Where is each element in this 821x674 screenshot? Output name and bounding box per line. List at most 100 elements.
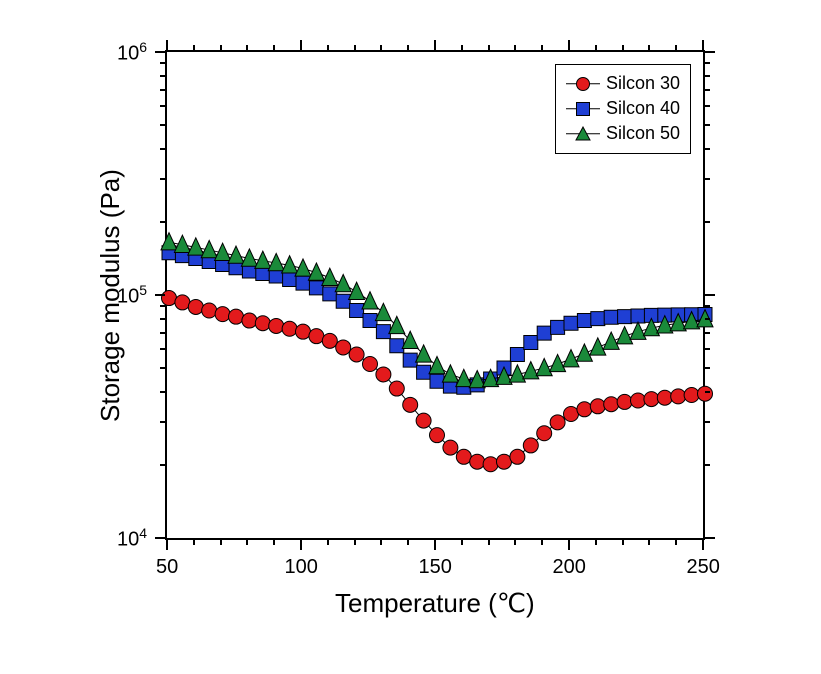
legend-swatch: [566, 102, 600, 116]
series-marker: [389, 316, 405, 333]
axis-tick: [160, 89, 165, 91]
series-marker: [417, 365, 431, 379]
legend-swatch: [566, 77, 600, 91]
axis-tick: [705, 391, 710, 393]
axis-tick: [160, 318, 165, 320]
axis-tick: [541, 45, 543, 50]
series-marker: [563, 350, 579, 367]
axis-tick: [705, 105, 710, 107]
axis-tick: [160, 348, 165, 350]
series-marker: [242, 313, 257, 328]
axis-tick: [220, 45, 222, 50]
series-marker: [175, 295, 190, 310]
series-marker: [698, 386, 713, 401]
axis-tick: [705, 148, 710, 150]
axis-tick: [705, 221, 710, 223]
series-marker: [524, 335, 538, 349]
series-marker: [309, 329, 324, 344]
series-marker: [657, 390, 672, 405]
axis-tick: [705, 178, 710, 180]
axis-tick: [160, 421, 165, 423]
axis-tick: [705, 537, 715, 539]
series-marker: [550, 415, 565, 430]
axis-tick: [461, 45, 463, 50]
axis-tick: [155, 51, 165, 53]
series-marker: [456, 369, 472, 386]
axis-tick: [675, 45, 677, 50]
series-marker: [483, 457, 498, 472]
plot-area: Silcon 30Silcon 40Silcon 50: [165, 50, 705, 540]
series-marker: [630, 322, 646, 339]
series-marker: [617, 327, 633, 344]
series-marker: [510, 449, 525, 464]
axis-tick: [541, 540, 543, 545]
series-marker: [591, 312, 605, 326]
tick-label: 105: [117, 282, 147, 309]
circle-icon: [575, 76, 591, 92]
series-marker: [390, 339, 404, 353]
legend: Silcon 30Silcon 40Silcon 50: [555, 64, 691, 154]
series-marker: [362, 292, 378, 309]
axis-tick: [488, 540, 490, 545]
axis-tick: [407, 540, 409, 545]
axis-tick: [160, 62, 165, 64]
legend-label: Silcon 30: [606, 71, 680, 96]
axis-tick: [434, 540, 436, 550]
series-marker: [551, 320, 565, 334]
series-marker: [283, 273, 297, 287]
axis-tick: [705, 294, 715, 296]
series-marker: [684, 388, 699, 403]
axis-tick: [514, 45, 516, 50]
series-marker: [604, 310, 618, 324]
axis-tick: [160, 367, 165, 369]
series-marker: [537, 426, 552, 441]
series-marker: [375, 303, 391, 320]
series-marker: [215, 307, 230, 322]
series-marker: [577, 402, 592, 417]
axis-tick: [155, 294, 165, 296]
axis-tick: [648, 45, 650, 50]
triangle-icon: [575, 126, 591, 142]
axis-tick: [568, 540, 570, 550]
series-marker: [523, 438, 538, 453]
axis-tick: [327, 540, 329, 545]
tick-label: 150: [419, 556, 452, 579]
series-marker: [576, 344, 592, 361]
axis-tick: [160, 105, 165, 107]
series-marker: [644, 392, 659, 407]
series-marker: [162, 291, 177, 306]
series-marker: [590, 338, 606, 355]
axis-tick: [327, 45, 329, 50]
series-marker: [537, 326, 551, 340]
tick-label: 200: [553, 556, 586, 579]
series-marker: [631, 393, 646, 408]
axis-tick: [705, 62, 710, 64]
series-marker: [510, 347, 524, 361]
series-marker: [550, 354, 566, 371]
series-marker: [564, 316, 578, 330]
axis-tick: [273, 540, 275, 545]
axis-tick: [160, 221, 165, 223]
axis-tick: [705, 305, 710, 307]
axis-tick: [568, 40, 570, 50]
series-marker: [456, 449, 471, 464]
axis-tick: [705, 332, 710, 334]
tick-label: 100: [285, 556, 318, 579]
square-icon: [575, 101, 591, 117]
series-marker: [604, 397, 619, 412]
axis-tick: [160, 464, 165, 466]
axis-tick: [160, 148, 165, 150]
series-marker: [363, 357, 378, 372]
legend-item: Silcon 30: [566, 71, 680, 96]
axis-tick: [705, 51, 715, 53]
series-marker: [603, 332, 619, 349]
series-marker: [322, 333, 337, 348]
axis-tick: [354, 45, 356, 50]
chart-page: Silcon 30Silcon 40Silcon 50 Temperature …: [0, 0, 821, 674]
series-marker: [389, 381, 404, 396]
axis-tick: [705, 75, 710, 77]
series-marker: [350, 303, 364, 317]
axis-tick: [160, 332, 165, 334]
series-marker: [282, 321, 297, 336]
axis-tick: [705, 318, 710, 320]
